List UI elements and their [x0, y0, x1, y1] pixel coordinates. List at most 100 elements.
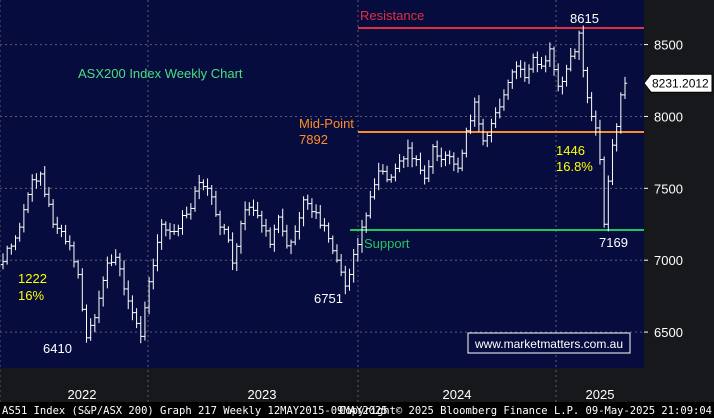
resistance-label: Resistance: [360, 8, 424, 23]
ohlc-bar: [476, 95, 482, 132]
ohlc-bar: [343, 265, 348, 295]
ohlc-bar: [443, 151, 448, 167]
ohlc-bar: [547, 42, 553, 68]
ohlc-bar: [197, 174, 202, 200]
y-axis-labels: 6500 7000 7500 8000 8500: [644, 38, 683, 340]
midpoint-value-label: 7892: [299, 132, 328, 147]
ohlc-bar: [485, 132, 490, 148]
ohlc-bar: [213, 190, 219, 217]
ohlc-bar: [401, 155, 406, 168]
ohlc-bar: [255, 201, 260, 219]
ohlc-bar: [589, 92, 594, 122]
ohlc-bar: [121, 260, 127, 296]
ohlc-bar: [551, 46, 557, 76]
ohlc-bar: [585, 66, 590, 104]
ohlc-bar: [151, 258, 156, 290]
ohlc-bar: [0, 253, 6, 270]
ohlc-bar: [556, 63, 561, 92]
last-price-box: [643, 73, 713, 93]
ohlc-bar: [146, 276, 152, 315]
ohlc-bar: [330, 235, 335, 254]
low-2022-annotation: 6410: [43, 341, 72, 356]
ohlc-bar: [163, 221, 169, 237]
y-tick-label-6500: 6500: [654, 325, 683, 340]
ohlc-bar: [501, 89, 507, 111]
ohlc-bar: [251, 199, 256, 216]
ohlc-bar: [42, 165, 47, 198]
ohlc-bar: [610, 138, 615, 186]
ohlc-bar: [514, 61, 519, 80]
ohlc-bar: [117, 253, 123, 277]
ohlc-bar: [301, 196, 306, 227]
ohlc-bar: [247, 202, 252, 216]
ohlc-bar: [155, 234, 160, 272]
ohlc-bar: [55, 216, 60, 234]
low-2025-annotation: 7169: [599, 235, 628, 250]
ohlc-bar: [472, 97, 477, 127]
ohlc-bar: [205, 178, 210, 196]
midpoint-label: Mid-Point: [299, 116, 354, 131]
ohlc-bar: [468, 114, 473, 134]
ohlc-bar: [489, 118, 494, 143]
ohlc-bar: [217, 210, 223, 236]
y-tick-label-7000: 7000: [654, 253, 683, 268]
ohlc-bar: [171, 224, 177, 235]
ohlc-bar: [601, 156, 607, 228]
ohlc-bar: [384, 165, 390, 183]
ohlc-bar: [59, 224, 64, 238]
x-tick-label-2025: 2025: [586, 387, 615, 402]
ohlc-bar: [267, 227, 273, 248]
ohlc-bar: [572, 48, 578, 60]
ohlc-bar: [313, 204, 319, 220]
ohlc-bar: [568, 47, 573, 72]
ohlc-bar: [113, 249, 118, 266]
move-2025-points: 1446: [556, 143, 585, 158]
ohlc-bar: [96, 290, 102, 324]
ohlc-bar: [263, 218, 269, 237]
ohlc-bar: [21, 204, 27, 233]
ohlc-bar: [209, 185, 214, 205]
ohlc-bar: [564, 64, 569, 87]
ohlc-bar: [322, 218, 327, 232]
ohlc-bar: [272, 224, 277, 252]
ohlc-bar: [188, 203, 194, 220]
ohlc-bar: [606, 175, 611, 232]
y-axis-band: [644, 0, 714, 402]
x-tick-label-2022: 2022: [68, 387, 97, 402]
level-lines: [350, 27, 644, 231]
ohlc-bar: [430, 144, 436, 174]
ohlc-bar: [230, 232, 235, 271]
move-2022-pct: 16%: [18, 288, 44, 303]
ohlc-bar: [288, 239, 294, 255]
ohlc-bar: [530, 53, 536, 73]
ohlc-bar: [614, 123, 619, 152]
ohlc-bar: [38, 171, 43, 186]
ohlc-bar: [326, 222, 331, 243]
ohlc-bar: [13, 235, 18, 251]
ohlc-bar: [535, 51, 540, 73]
ohlc-bar: [560, 76, 565, 95]
ohlc-bar: [439, 147, 444, 168]
ohlc-bar: [25, 192, 31, 214]
ohlc-bar: [46, 187, 52, 208]
ohlc-bar: [126, 280, 131, 310]
ohlc-bar: [30, 174, 35, 202]
ohlc-bar: [426, 160, 431, 183]
ohlc-bar: [309, 198, 315, 218]
ohlc-bar: [451, 152, 457, 172]
ohlc-bar: [376, 162, 381, 191]
ohlc-bar: [238, 220, 244, 254]
ohlc-bar: [418, 152, 423, 175]
x-axis-band: [0, 368, 644, 402]
move-2022-points: 1222: [18, 271, 47, 286]
high-annotation: 8615: [570, 11, 599, 26]
ohlc-bar: [234, 243, 239, 272]
plot-area: [0, 0, 644, 368]
price-bars: [0, 25, 628, 344]
ohlc-bar: [105, 256, 110, 289]
watermark: www.marketmatters.com.au: [467, 332, 631, 354]
ohlc-bar: [226, 226, 231, 243]
ohlc-bar: [581, 25, 586, 78]
ohlc-bar: [318, 204, 323, 229]
